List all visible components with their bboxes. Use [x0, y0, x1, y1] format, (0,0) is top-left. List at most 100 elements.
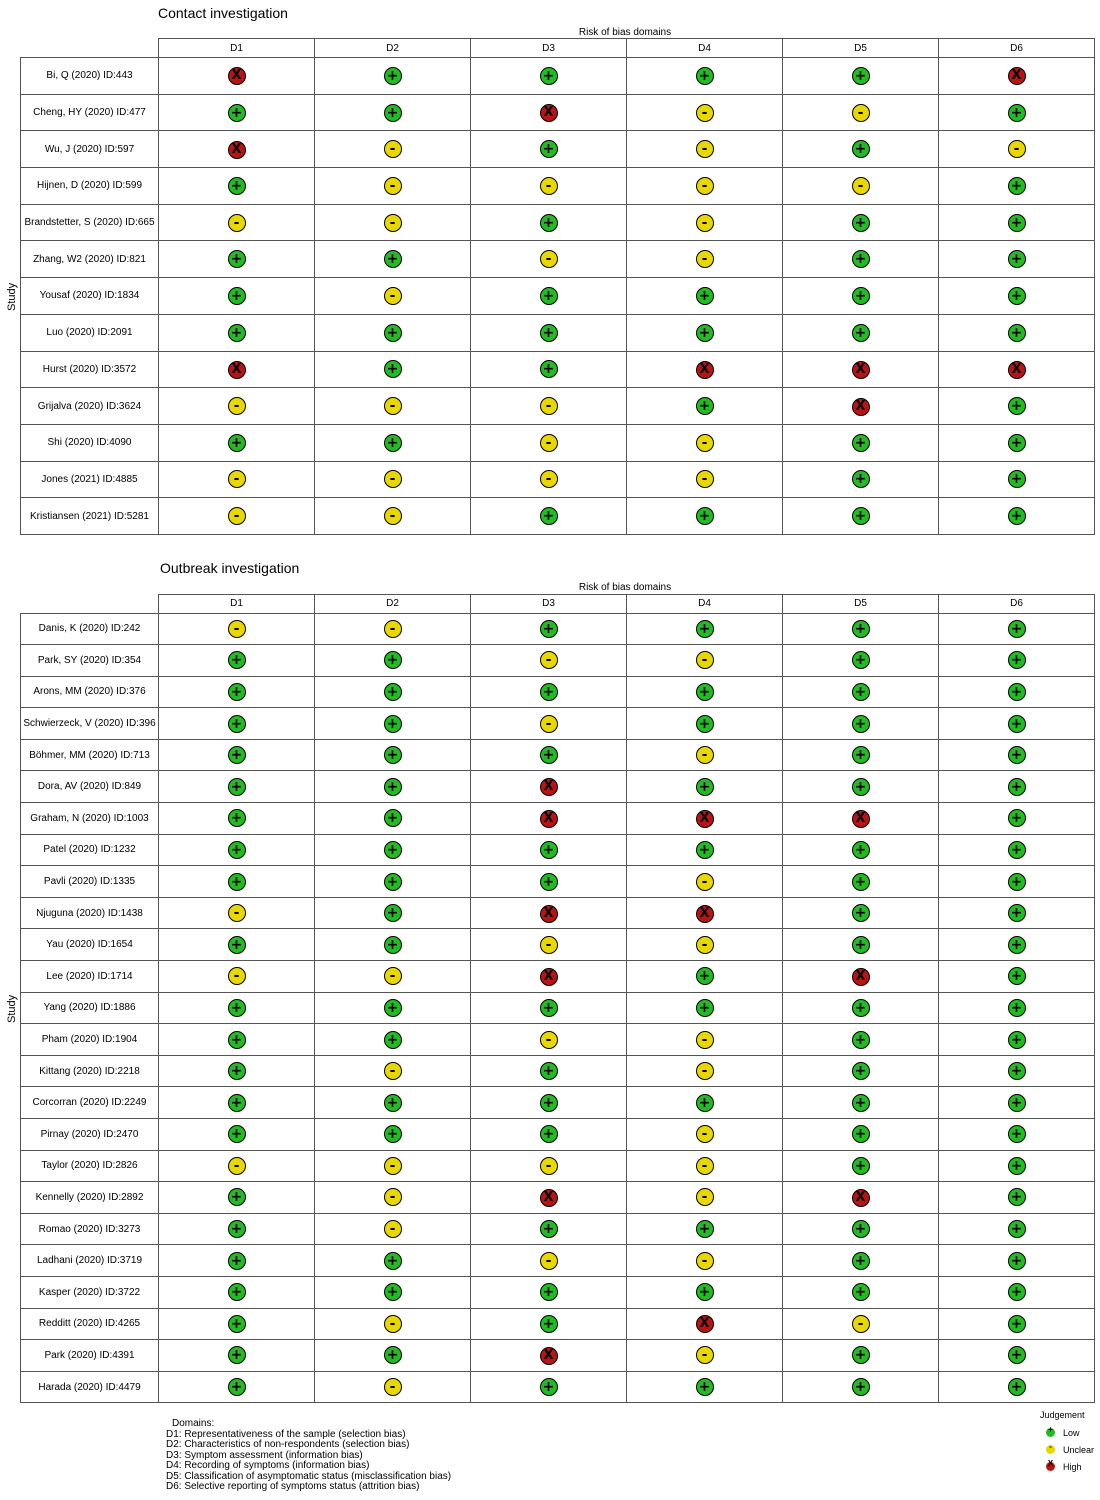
- judgement-cell: -: [470, 1023, 627, 1056]
- judgement-cell: +: [158, 928, 315, 962]
- judgement-cell: +: [626, 497, 783, 535]
- low-risk-mark: +: [383, 714, 402, 733]
- low-risk-mark: +: [851, 1030, 870, 1049]
- low-risk-mark: +: [851, 935, 870, 954]
- study-label: Pavli (2020) ID:1335: [20, 865, 159, 898]
- low-risk-mark: +: [851, 682, 870, 701]
- judgement-cell: +: [938, 167, 1095, 205]
- judgement-cell: -: [626, 1023, 783, 1056]
- low-risk-mark: +: [539, 746, 558, 765]
- domain-column-header-d5: D5: [782, 38, 939, 58]
- judgement-cell: +: [158, 423, 315, 462]
- judgement-cell: +: [158, 1307, 315, 1341]
- low-risk-mark: +: [695, 1093, 714, 1112]
- judgement-legend-low-label: Low: [1063, 1427, 1080, 1438]
- low-risk-mark: +: [1007, 651, 1026, 670]
- judgement-cell: +: [782, 770, 939, 804]
- unclear-risk-mark: -: [695, 1188, 714, 1207]
- study-row: Böhmer, MM (2020) ID:713 + + + - + +: [20, 738, 1095, 772]
- low-risk-mark: +: [227, 323, 246, 342]
- study-label: Böhmer, MM (2020) ID:713: [20, 738, 159, 772]
- unclear-risk-mark: -: [851, 1314, 870, 1333]
- low-risk-mark: +: [539, 66, 558, 85]
- judgement-cell: +: [782, 833, 939, 867]
- judgement-cell: +: [782, 738, 939, 772]
- judgement-cell: +: [938, 1275, 1095, 1309]
- low-risk-mark: +: [383, 433, 402, 452]
- judgement-cell: +: [938, 1149, 1095, 1183]
- judgement-cell: +: [314, 1244, 471, 1277]
- domain-column-header-d6: D6: [938, 38, 1095, 58]
- low-risk-mark: +: [383, 1251, 402, 1270]
- unclear-risk-mark: -: [539, 250, 558, 269]
- low-risk-mark: +: [851, 1378, 870, 1397]
- judgement-cell: -: [314, 387, 471, 425]
- unclear-risk-mark: -: [383, 1156, 402, 1175]
- low-risk-mark: +: [851, 1062, 870, 1081]
- judgement-cell: +: [158, 1181, 315, 1214]
- low-risk-mark: +: [383, 746, 402, 765]
- judgement-cell: +: [470, 203, 627, 242]
- domain-d1-description: D1: Representativeness of the sample (se…: [166, 1428, 406, 1440]
- low-risk-mark: +: [851, 777, 870, 796]
- low-risk-mark: +: [851, 714, 870, 733]
- judgement-cell: +: [938, 387, 1095, 425]
- judgement-cell: +: [158, 167, 315, 205]
- low-risk-mark: +: [1007, 1062, 1026, 1081]
- judgement-cell: +: [314, 93, 471, 132]
- judgement-cell: +: [470, 1086, 627, 1119]
- unclear-risk-mark: -: [539, 1251, 558, 1270]
- low-risk-mark: +: [383, 998, 402, 1017]
- low-risk-mark: +: [227, 1093, 246, 1112]
- low-risk-mark: +: [851, 433, 870, 452]
- unclear-risk-mark: -: [539, 935, 558, 954]
- study-row: Schwierzeck, V (2020) ID:396 + + - + + +: [20, 707, 1095, 740]
- judgement-cell: +: [158, 707, 315, 740]
- low-risk-mark: +: [1007, 1093, 1026, 1112]
- judgement-cell: +: [158, 1275, 315, 1309]
- low-risk-mark: +: [383, 840, 402, 859]
- high-risk-mark: X: [539, 967, 558, 986]
- high-risk-mark: X: [1007, 360, 1026, 379]
- judgement-cell: -: [314, 167, 471, 205]
- study-label: Danis, K (2020) ID:242: [20, 612, 159, 646]
- study-row: Shi (2020) ID:4090 + + - - + +: [20, 423, 1095, 462]
- study-row: Yau (2020) ID:1654 + + - - + +: [20, 928, 1095, 962]
- low-risk-mark: +: [851, 840, 870, 859]
- unclear-risk-mark: -: [695, 1030, 714, 1049]
- study-label: Luo (2020) ID:2091: [20, 313, 159, 352]
- study-label: Brandstetter, S (2020) ID:665: [20, 203, 159, 242]
- judgement-cell: -: [626, 240, 783, 279]
- judgement-cell: +: [626, 612, 783, 646]
- judgement-cell: -: [314, 460, 471, 499]
- low-risk-mark: +: [383, 777, 402, 796]
- low-risk-mark: +: [851, 904, 870, 923]
- judgement-cell: +: [938, 1118, 1095, 1151]
- low-risk-mark: +: [851, 746, 870, 765]
- high-risk-mark: X: [227, 67, 246, 86]
- low-risk-mark: +: [695, 507, 714, 526]
- low-risk-mark: +: [383, 1283, 402, 1302]
- high-risk-mark: X: [539, 1188, 558, 1207]
- high-risk-mark: X: [695, 1315, 714, 1334]
- low-risk-mark: +: [851, 1346, 870, 1365]
- low-risk-mark: +: [851, 250, 870, 269]
- judgement-cell: +: [470, 277, 627, 315]
- low-risk-mark: +: [227, 651, 246, 670]
- low-risk-mark: +: [539, 1378, 558, 1397]
- study-row: Patel (2020) ID:1232 + + + + + +: [20, 833, 1095, 867]
- judgement-cell: +: [626, 770, 783, 804]
- judgement-cell: +: [158, 1054, 315, 1088]
- judgement-cell: +: [314, 675, 471, 709]
- domain-column-header-d2: D2: [314, 38, 471, 58]
- judgement-cell: +: [782, 1149, 939, 1183]
- judgement-cell: +: [314, 350, 471, 389]
- high-risk-mark: X: [851, 967, 870, 986]
- judgement-cell: -: [470, 240, 627, 279]
- low-risk-mark: +: [227, 746, 246, 765]
- domain-column-header-d4: D4: [626, 594, 783, 614]
- low-risk-mark: +: [539, 1283, 558, 1302]
- judgement-legend-low: + Low: [1040, 1424, 1094, 1441]
- low-risk-mark: +: [383, 809, 402, 828]
- high-risk-mark: X: [851, 809, 870, 828]
